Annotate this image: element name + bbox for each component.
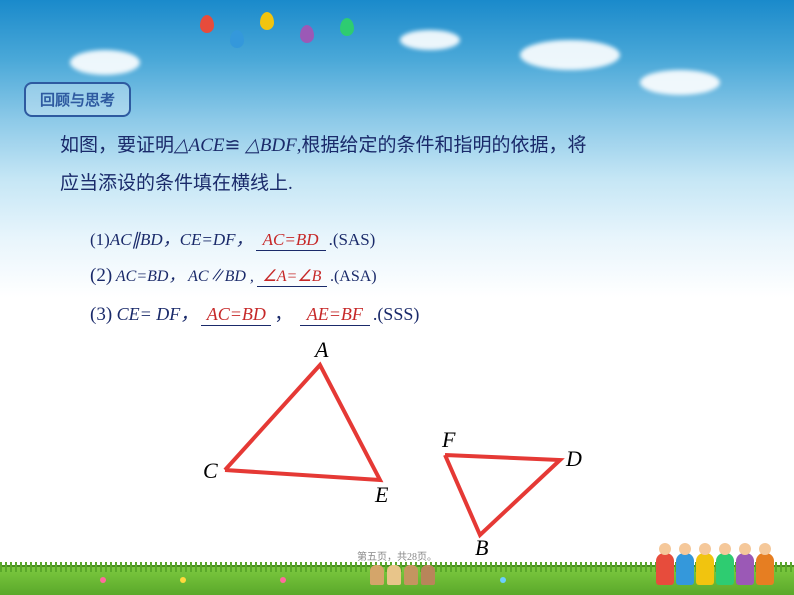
cloud bbox=[400, 30, 460, 50]
triangle-diagram: A B C D E F bbox=[210, 340, 580, 550]
animals-decor bbox=[370, 565, 435, 585]
problem-line1: 如图，要证明△ACE≌ △BDF,根据给定的条件和指明的依据，将 bbox=[60, 128, 587, 164]
label-D: D bbox=[566, 446, 582, 472]
flower bbox=[500, 577, 506, 583]
cloud bbox=[70, 50, 140, 75]
label-F: F bbox=[442, 427, 455, 453]
item-3: (3) CE= DF，AC=BD， AE=BF.(SSS) bbox=[90, 300, 419, 326]
page-footer: 第五页，共28页。 bbox=[0, 548, 794, 563]
item-1: (1)AC∥BD，CE=DF，AC=BD.(SAS) bbox=[90, 225, 375, 251]
label-C: C bbox=[203, 458, 218, 484]
item-2: (2) AC=BD， AC∥BD ,∠A=∠B.(ASA) bbox=[90, 262, 377, 287]
cloud bbox=[640, 70, 720, 95]
flower bbox=[280, 577, 286, 583]
review-badge: 回顾与思考 bbox=[24, 82, 131, 117]
flower bbox=[180, 577, 186, 583]
problem-line2: 应当添设的条件填在横线上. bbox=[60, 166, 293, 202]
label-A: A bbox=[315, 337, 328, 363]
cloud bbox=[520, 40, 620, 70]
flower bbox=[100, 577, 106, 583]
label-E: E bbox=[375, 482, 388, 508]
